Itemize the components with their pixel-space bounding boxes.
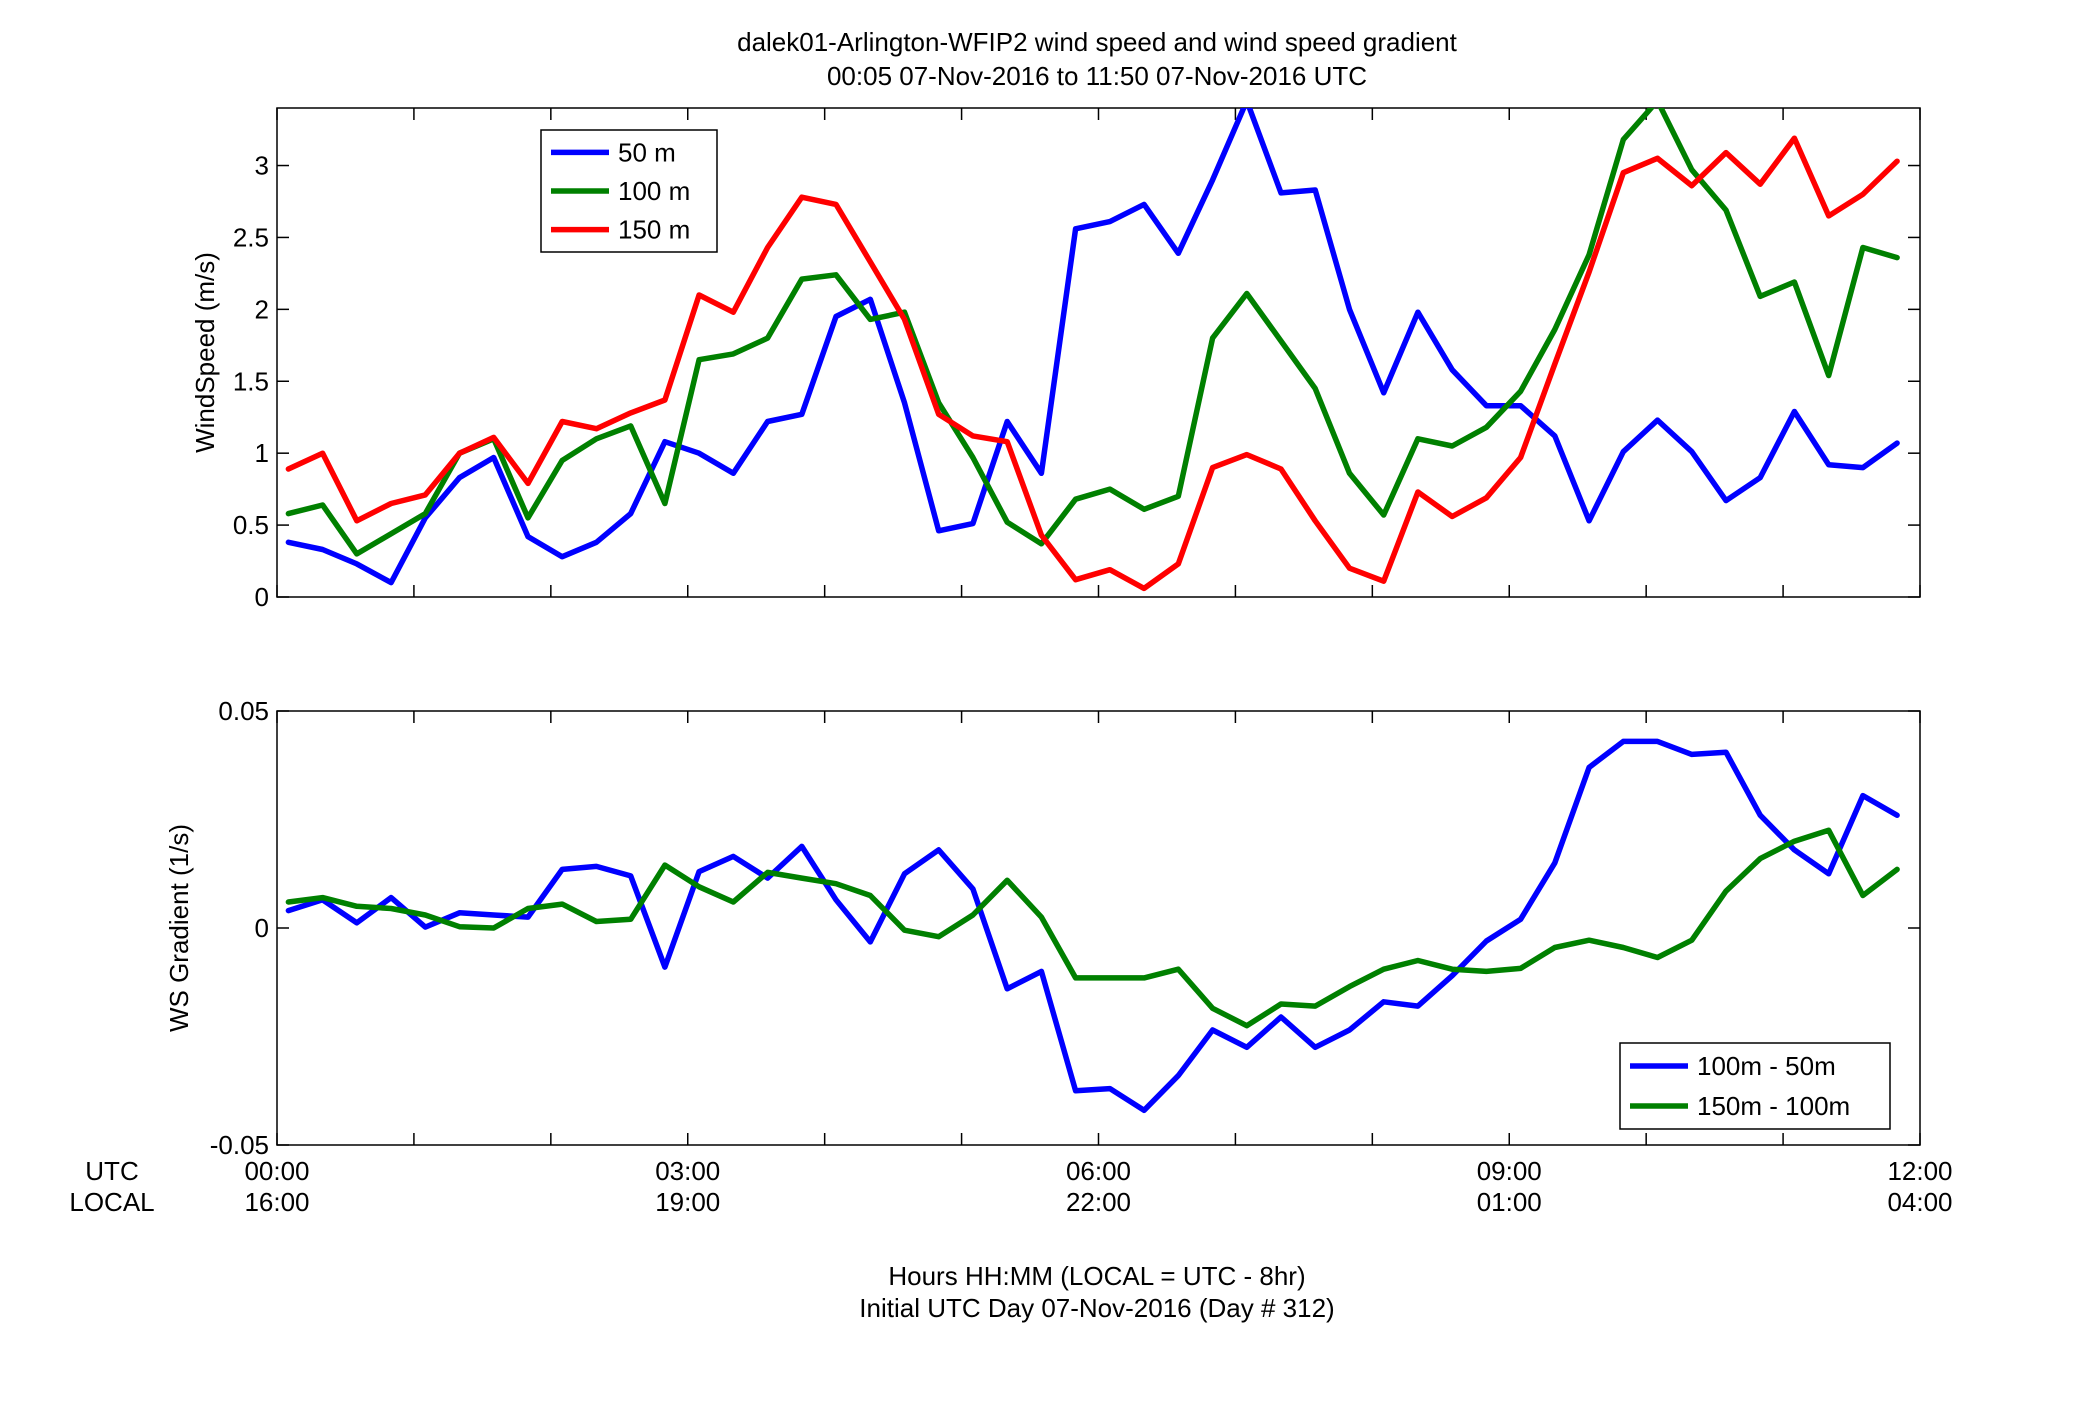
legend-label: 150m - 100m — [1697, 1091, 1850, 1121]
series-line-150m---100m — [285, 827, 1900, 1029]
y-tick-label: 3 — [255, 151, 269, 181]
legend-box — [1619, 1042, 1891, 1130]
series-group — [285, 738, 1900, 1114]
y-axis-label: WindSpeed (m/s) — [190, 252, 220, 453]
y-tick-label: 0.5 — [233, 510, 269, 540]
chart-title-line2: 00:05 07-Nov-2016 to 11:50 07-Nov-2016 U… — [827, 61, 1367, 91]
y-axis-label: WS Gradient (1/s) — [164, 824, 194, 1032]
x-tick-label-local: 16:00 — [244, 1187, 309, 1217]
x-tick-label-utc: 12:00 — [1887, 1156, 1952, 1186]
y-tick-label: 0 — [255, 582, 269, 612]
chart-title-line1: dalek01-Arlington-WFIP2 wind speed and w… — [737, 27, 1458, 57]
gradient-panel: -0.05 0 0.05 WS Gradient (1/s) 100m - 50m 150… — [164, 696, 1921, 1160]
series-line-100m---50m — [285, 738, 1900, 1114]
y-tick-label: 0 — [255, 913, 269, 943]
x-axis-title-line2: Initial UTC Day 07-Nov-2016 (Day # 312) — [859, 1293, 1334, 1323]
y-tick-label: 2.5 — [233, 222, 269, 252]
x-tick-label-local: 22:00 — [1066, 1187, 1131, 1217]
legend-label: 100m - 50m — [1697, 1051, 1836, 1081]
series-line-150-m — [285, 135, 1900, 592]
x-tick-label-local: 04:00 — [1887, 1187, 1952, 1217]
legend-label: 50 m — [618, 137, 676, 167]
y-tick-label: 0.05 — [218, 696, 269, 726]
x-tick-label-local: 01:00 — [1477, 1187, 1542, 1217]
x-tick-label-utc: 00:00 — [244, 1156, 309, 1186]
legend-label: 100 m — [618, 176, 690, 206]
legend: 50 m 100 m 150 m — [540, 129, 718, 253]
y-tick-label: 1.5 — [233, 366, 269, 396]
legend-label: 150 m — [618, 215, 690, 245]
local-row-label: LOCAL — [69, 1187, 154, 1217]
x-tick-label-utc: 06:00 — [1066, 1156, 1131, 1186]
series-group — [285, 108, 1900, 592]
x-axis-title-line1: Hours HH:MM (LOCAL = UTC - 8hr) — [888, 1261, 1305, 1291]
legend: 100m - 50m 150m - 100m — [1619, 1042, 1891, 1130]
series-line-100-m — [285, 108, 1900, 557]
y-tick-label: -0.05 — [210, 1130, 269, 1160]
series-line-50-m — [285, 108, 1900, 586]
utc-row-label: UTC — [85, 1156, 138, 1186]
x-tick-label-local: 19:00 — [655, 1187, 720, 1217]
y-tick-label: 1 — [255, 438, 269, 468]
windspeed-panel: 0 0.5 1 1.5 2 2.5 3 WindSpeed (m/s) 50 m 100 m 150… — [190, 107, 1921, 612]
x-tick-label-utc: 03:00 — [655, 1156, 720, 1186]
y-tick-label: 2 — [255, 294, 269, 324]
x-tick-label-utc: 09:00 — [1477, 1156, 1542, 1186]
